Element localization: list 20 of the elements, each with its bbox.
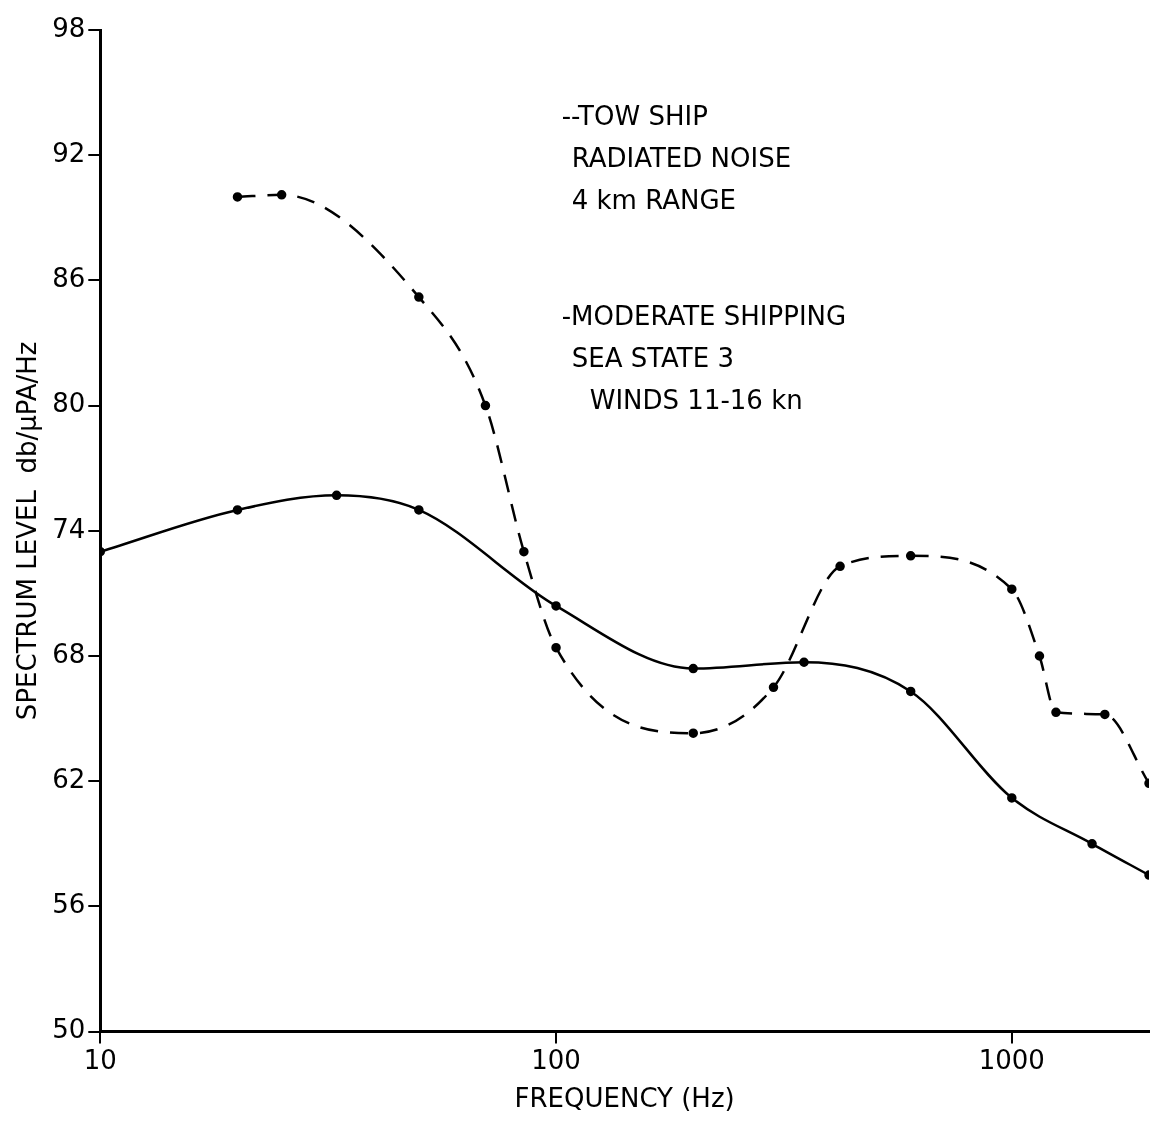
- x-axis-title: FREQUENCY (Hz): [514, 1083, 735, 1114]
- annotation: -MODERATE SHIPPING: [561, 300, 847, 331]
- annotation: WINDS 11-16 kn: [589, 384, 803, 415]
- y-axis-title: SPECTRUM LEVEL db/μPA/Hz: [12, 341, 43, 721]
- y-tick-label: 92: [52, 137, 86, 168]
- x-tick-label: 10: [83, 1044, 117, 1075]
- x-tick-label: 100: [531, 1044, 581, 1075]
- y-tick-label: 74: [52, 513, 86, 544]
- y-tick-label: 68: [52, 638, 86, 669]
- y-tick-label: 50: [52, 1014, 86, 1045]
- annotation: SEA STATE 3: [571, 342, 734, 373]
- y-tick-label: 62: [52, 763, 86, 794]
- y-tick-label: 86: [52, 263, 86, 294]
- x-tick-label: 1000: [978, 1044, 1045, 1075]
- annotation: --TOW SHIP: [561, 100, 708, 131]
- y-tick-label: 56: [52, 889, 86, 920]
- annotation: 4 km RANGE: [571, 184, 736, 215]
- y-tick-label: 80: [52, 388, 86, 419]
- y-tick-label: 98: [52, 12, 86, 43]
- annotation: RADIATED NOISE: [571, 142, 792, 173]
